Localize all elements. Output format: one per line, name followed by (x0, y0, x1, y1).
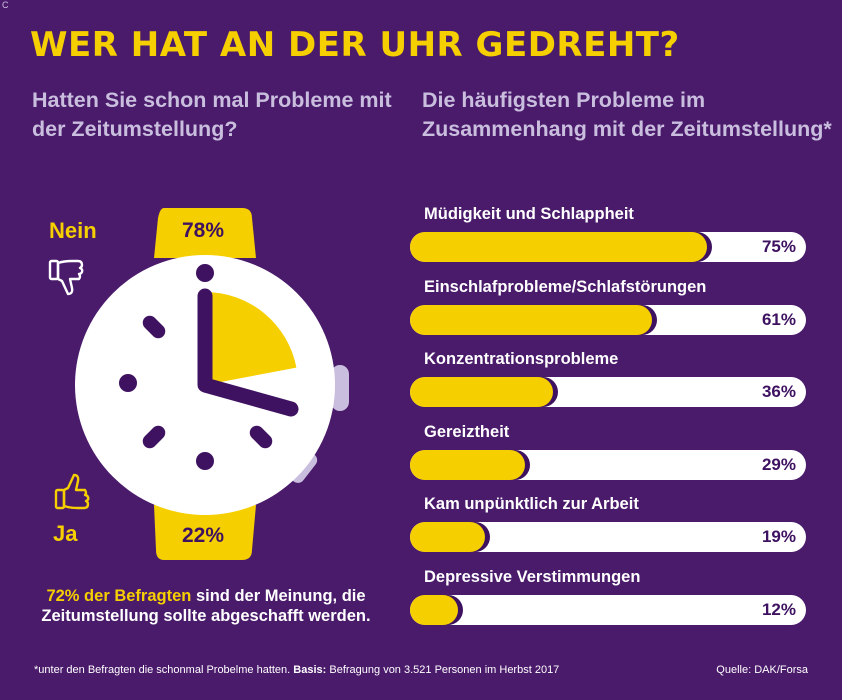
basis-label: Basis: (293, 664, 327, 676)
source: Quelle: DAK/Forsa (716, 664, 808, 676)
bar (410, 377, 553, 407)
no-percent: 78% (182, 219, 225, 242)
thumbs-down-icon (48, 259, 84, 296)
bar (410, 522, 486, 552)
bar (410, 449, 525, 480)
bar-value-label: 29% (761, 454, 796, 474)
bar (410, 232, 707, 262)
summary-text: sind der Meinung, die Zeitumstellung sol… (41, 587, 371, 625)
watch-crown (331, 365, 349, 411)
bar-track: 29% (410, 449, 806, 480)
footnote-text: *unter den Befragten die schonmal Probel… (34, 664, 291, 676)
bar-value-label: 36% (761, 382, 796, 401)
bar (410, 594, 458, 625)
bar-label: Depressive Verstimmungen (424, 567, 641, 586)
page-title: WER HAT AN DER UHR GEDREHT? (30, 25, 680, 65)
summary-highlight: 72% der Befragten (46, 587, 192, 605)
corner-mark: C (2, 0, 9, 10)
bar-value-label: 61% (761, 309, 796, 329)
bar-track: 19% (410, 522, 806, 552)
basis-text: Befragung von 3.521 Personen im Herbst 2… (329, 664, 560, 676)
right-subtitle: Die häufigsten Probleme im Zusammenhang … (422, 88, 832, 141)
watch-pie-slice (205, 292, 297, 385)
bar-label: Kam unpünktlich zur Arbeit (424, 495, 639, 513)
watch-tick (142, 425, 166, 449)
watch-strap-top (154, 208, 256, 258)
watch-strap-bottom (154, 505, 256, 560)
watch-graphic (75, 208, 349, 560)
bar-label: Gereiztheit (424, 422, 510, 441)
watch-tick (196, 452, 214, 470)
bar-track: 75% (410, 232, 806, 262)
bar-label: Einschlafprobleme/Schlafstörungen (424, 277, 707, 296)
yes-label: Ja (53, 521, 78, 546)
bar-value-label: 19% (761, 527, 796, 546)
bar-track: 36% (410, 377, 806, 407)
bar-label: Müdigkeit und Schlappheit (424, 205, 634, 223)
bar-track: 61% (410, 304, 806, 335)
watch-tick (196, 264, 214, 282)
watch-hands (197, 288, 299, 417)
thumbs-up-icon (54, 473, 90, 510)
footnote: *unter den Befragten die schonmal Probel… (34, 664, 559, 676)
watch-tick (142, 315, 166, 339)
no-label: Nein (49, 218, 97, 243)
summary-note: 72% der Befragten sind der Meinung, die … (20, 586, 392, 626)
bar-value-label: 12% (761, 599, 796, 619)
bar-track: 12% (410, 594, 806, 625)
bar (410, 304, 652, 335)
watch-tick (249, 425, 273, 449)
watch-tick (119, 374, 137, 392)
bar-value-label: 75% (761, 237, 796, 256)
yes-percent: 22% (182, 524, 225, 547)
bar-label: Konzentrationsprobleme (424, 350, 619, 368)
left-subtitle: Hatten Sie schon mal Probleme mit der Ze… (32, 88, 392, 141)
